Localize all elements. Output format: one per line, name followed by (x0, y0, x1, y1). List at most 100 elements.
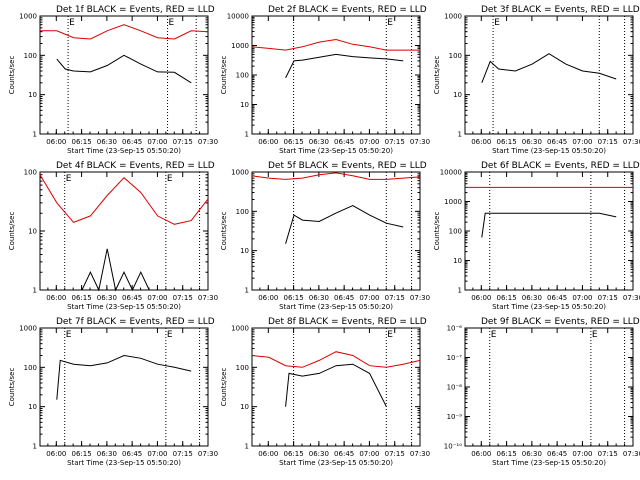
time-marker-label: E (592, 330, 598, 340)
y-tick-label: 1 (245, 287, 249, 295)
x-tick-label: 06:15 (496, 450, 516, 458)
time-marker-label: E (167, 174, 173, 184)
x-tick-label: 06:30 (522, 450, 542, 458)
y-tick-label: 1 (245, 131, 249, 139)
y-axis-label: Counts/sec (433, 212, 441, 251)
x-tick-label: 07:00 (147, 450, 167, 458)
x-tick-label: 07:00 (147, 138, 167, 146)
x-tick-label: 06:00 (258, 450, 278, 458)
chart-panel: Det 7f BLACK = Events, RED = LLD 1 10 100 10… (8, 317, 218, 467)
y-tick-label: 1000 (444, 13, 462, 21)
series-line (251, 38, 420, 51)
x-tick-label: 07:00 (359, 138, 379, 146)
time-marker-label: E (387, 330, 393, 340)
y-tick-label: 100 (24, 52, 37, 60)
y-axis-label: Counts/sec (220, 56, 228, 95)
y-tick-label: 100 (24, 169, 37, 177)
series-line (251, 351, 421, 368)
plot-frame (464, 171, 634, 291)
x-tick-label: 07:30 (198, 138, 218, 146)
y-tick-label: 10 (240, 101, 249, 109)
y-axis-label: Counts/sec (220, 212, 228, 251)
plot-frame (251, 171, 421, 291)
chart-title: Det 3f BLACK = Events, RED = LLD (481, 5, 640, 15)
x-axis-label: Start Time (23-Sep-15 05:50:20) (492, 459, 606, 467)
x-tick-label: 06:45 (122, 294, 142, 302)
x-tick-label: 06:30 (97, 294, 117, 302)
x-tick-label: 07:15 (173, 294, 193, 302)
x-axis-label: Start Time (23-Sep-15 05:50:20) (67, 303, 181, 311)
x-tick-label: 06:45 (122, 138, 142, 146)
x-tick-label: 07:15 (385, 450, 405, 458)
x-axis-label: Start Time (23-Sep-15 05:50:20) (279, 147, 393, 155)
x-tick-label: 06:00 (471, 294, 491, 302)
x-tick-label: 07:00 (572, 138, 592, 146)
y-tick-label: 10000 (227, 13, 249, 21)
x-tick-label: 07:00 (147, 294, 167, 302)
y-tick-label: 1 (458, 131, 462, 139)
y-tick-label: 1 (33, 287, 37, 295)
series-line (251, 172, 421, 180)
chart-panel: Det 8f BLACK = Events, RED = LLD 1 10 100 10… (220, 317, 430, 467)
time-marker-label: E (494, 18, 500, 28)
chart-title: Det 9f BLACK = Events, RED = LLD (481, 317, 640, 327)
time-marker-label: E (167, 330, 173, 340)
plot-frame (39, 15, 209, 135)
y-tick-label: 1 (33, 443, 37, 451)
x-tick-label: 07:00 (359, 450, 379, 458)
y-tick-label: 10 (453, 91, 462, 99)
x-tick-label: 06:45 (547, 138, 567, 146)
y-tick-label: 1000 (231, 42, 249, 50)
y-tick-label: 1000 (444, 198, 462, 206)
y-axis-label: Counts/sec (8, 56, 16, 95)
y-axis-label: Counts/sec (220, 368, 228, 407)
x-tick-label: 06:30 (309, 450, 329, 458)
y-tick-label: 100 (449, 52, 462, 60)
x-tick-label: 06:30 (309, 138, 329, 146)
y-tick-label: 10⁻⁶ (447, 325, 463, 333)
x-tick-label: 06:00 (46, 138, 66, 146)
y-tick-label: 100 (24, 364, 37, 372)
x-tick-label: 06:15 (283, 138, 303, 146)
x-axis-label: Start Time (23-Sep-15 05:50:20) (67, 459, 181, 467)
series-line (285, 363, 387, 407)
x-tick-label: 06:00 (258, 138, 278, 146)
y-tick-label: 100 (449, 228, 462, 236)
time-marker-label: E (169, 18, 175, 28)
x-tick-label: 07:15 (385, 294, 405, 302)
y-tick-label: 1 (245, 443, 249, 451)
x-tick-label: 06:30 (97, 450, 117, 458)
x-tick-label: 06:15 (71, 294, 91, 302)
x-tick-label: 06:15 (71, 450, 91, 458)
x-tick-label: 06:00 (46, 294, 66, 302)
y-tick-label: 100 (236, 208, 249, 216)
y-tick-label: 100 (236, 72, 249, 80)
chart-title: Det 1f BLACK = Events, RED = LLD (56, 5, 215, 15)
time-marker-label: E (491, 330, 497, 340)
chart-panel: Det 5f BLACK = Events, RED = LLD 1 10 100 10… (220, 161, 430, 311)
series-line (481, 212, 617, 238)
chart-title: Det 7f BLACK = Events, RED = LLD (56, 317, 215, 327)
series-line (56, 54, 192, 84)
x-tick-label: 06:30 (522, 138, 542, 146)
y-tick-label: 1000 (231, 169, 249, 177)
y-tick-label: 1 (33, 131, 37, 139)
y-tick-label: 10 (28, 403, 37, 411)
y-tick-label: 10 (240, 403, 249, 411)
series-line (39, 174, 209, 225)
y-tick-label: 1000 (231, 325, 249, 333)
x-tick-label: 06:45 (122, 450, 142, 458)
x-tick-label: 06:45 (547, 450, 567, 458)
x-tick-label: 07:15 (385, 138, 405, 146)
time-marker-label: E (387, 18, 393, 28)
x-tick-label: 07:30 (623, 450, 640, 458)
x-tick-label: 06:30 (309, 294, 329, 302)
x-tick-label: 07:30 (623, 138, 640, 146)
series-line (285, 205, 404, 244)
chart-title: Det 5f BLACK = Events, RED = LLD (268, 161, 427, 171)
x-tick-label: 07:15 (173, 138, 193, 146)
x-tick-label: 06:15 (496, 294, 516, 302)
chart-title: Det 8f BLACK = Events, RED = LLD (268, 317, 427, 327)
y-tick-label: 10 (453, 257, 462, 265)
plot-frame (464, 327, 634, 447)
